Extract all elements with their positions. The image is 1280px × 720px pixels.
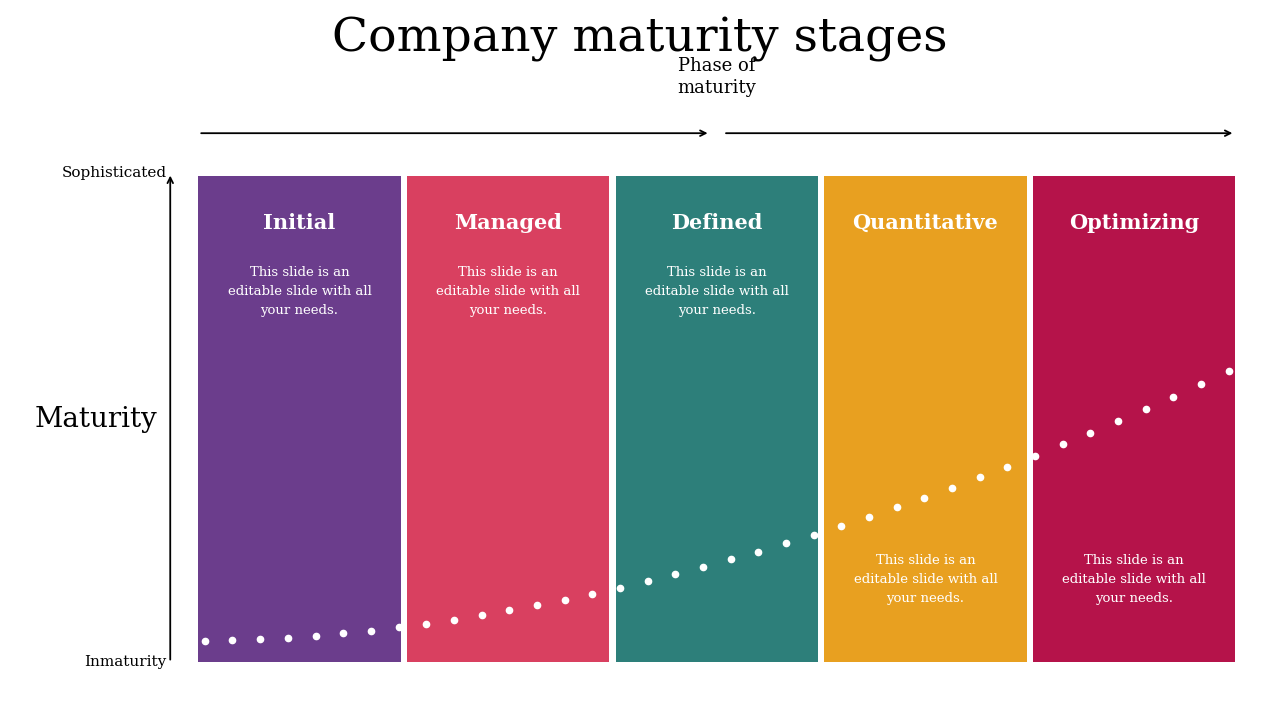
Text: Quantitative: Quantitative	[852, 213, 998, 233]
Text: Defined: Defined	[671, 213, 763, 233]
Text: This slide is an
editable slide with all
your needs.: This slide is an editable slide with all…	[1062, 554, 1206, 605]
Text: This slide is an
editable slide with all
your needs.: This slide is an editable slide with all…	[645, 266, 788, 317]
Text: Initial: Initial	[264, 213, 335, 233]
FancyBboxPatch shape	[1033, 176, 1235, 662]
Text: Phase of
maturity: Phase of maturity	[677, 57, 756, 97]
Text: This slide is an
editable slide with all
your needs.: This slide is an editable slide with all…	[436, 266, 580, 317]
Text: Company maturity stages: Company maturity stages	[333, 17, 947, 62]
Text: Maturity: Maturity	[35, 406, 157, 433]
Text: Inmaturity: Inmaturity	[84, 655, 166, 670]
Text: This slide is an
editable slide with all
your needs.: This slide is an editable slide with all…	[854, 554, 997, 605]
Text: Optimizing: Optimizing	[1069, 213, 1199, 233]
Text: Sophisticated: Sophisticated	[61, 166, 166, 180]
FancyBboxPatch shape	[198, 176, 401, 662]
Text: This slide is an
editable slide with all
your needs.: This slide is an editable slide with all…	[228, 266, 371, 317]
FancyBboxPatch shape	[407, 176, 609, 662]
FancyBboxPatch shape	[824, 176, 1027, 662]
FancyBboxPatch shape	[616, 176, 818, 662]
Text: Managed: Managed	[454, 213, 562, 233]
